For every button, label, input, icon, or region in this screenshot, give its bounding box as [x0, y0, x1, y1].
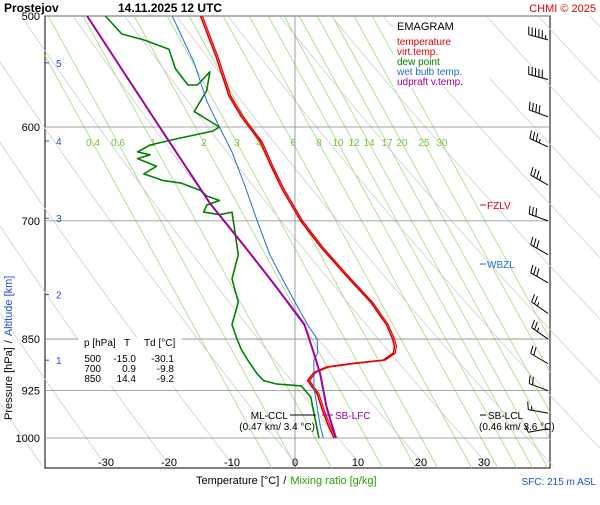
temperature-tick-label: 10: [352, 457, 364, 469]
levels-table-cell: -9.2: [157, 374, 175, 385]
mixing-ratio-tick-label: 17: [381, 138, 393, 149]
temperature-tick-label: -10: [224, 457, 240, 469]
pressure-tick-label: 1000: [16, 433, 40, 445]
temperature-tick-label: 0: [292, 457, 298, 469]
legend-item-updraft-vtemp: udpraft v.temp.: [397, 77, 463, 88]
pressure-tick-label: 925: [22, 386, 40, 398]
levels-table-header-td: Td [°C]: [144, 338, 175, 349]
sb-lcl-label: SB-LCL: [488, 411, 523, 422]
copyright-label: CHMI © 2025: [529, 3, 596, 15]
ml-ccl-detail: (0.47 km/ 3.4 °C): [239, 422, 315, 433]
pressure-tick-label: 850: [22, 334, 40, 346]
altitude-tick-label: 4: [56, 137, 62, 148]
sb-lfc-label: SB-LFC: [335, 411, 371, 422]
altitude-tick-label: 1: [56, 356, 62, 367]
mixing-ratio-tick-label: 0.4: [86, 138, 100, 149]
temperature-tick-label: -30: [98, 457, 114, 469]
levels-table-header-t: T: [124, 338, 130, 349]
mixing-ratio-tick-label: 12: [348, 138, 360, 149]
levels-table-header-p: p [hPa]: [84, 338, 116, 349]
surface-elevation-label: SFC: 215 m ASL: [522, 477, 597, 488]
pressure-tick-label: 700: [22, 216, 40, 228]
legend-title: EMAGRAM: [397, 21, 454, 33]
x-axis-title: Temperature [°C]/Mixing ratio [g/kg]: [196, 475, 377, 487]
temperature-tick-label: 30: [478, 457, 490, 469]
pressure-tick-label: 600: [22, 122, 40, 134]
station-name: Prostejov: [4, 1, 59, 15]
mixing-ratio-tick-label: 10: [332, 138, 344, 149]
y-axis-pressure-label: Pressure [hPa]: [3, 347, 15, 420]
mixing-ratio-tick-label: 20: [396, 138, 408, 149]
sounding-datetime: 14.11.2025 12 UTC: [118, 1, 222, 15]
mixing-ratio-tick-label: 3: [234, 138, 240, 149]
altitude-tick-label: 2: [56, 290, 62, 301]
y-axis-title: Pressure [hPa]/Altitude [km]: [3, 276, 15, 420]
sb-lcl-detail: (0.46 km/ 3.6 °C): [479, 422, 555, 433]
ml-ccl-label: ML-CCL: [251, 411, 289, 422]
mixing-ratio-tick-label: 30: [436, 138, 448, 149]
wbzl-label: WBZL: [487, 260, 515, 271]
y-axis-altitude-label: Altitude [km]: [3, 276, 15, 337]
wind-barb-flag: [528, 401, 529, 409]
levels-table-cell: 14.4: [117, 374, 137, 385]
temperature-tick-label: -20: [161, 457, 177, 469]
altitude-tick-label: 5: [56, 59, 62, 70]
temperature-tick-label: 20: [415, 457, 427, 469]
levels-table-cell: 850: [84, 374, 101, 385]
mixing-ratio-tick-label: 8: [316, 138, 322, 149]
altitude-tick-label: 3: [56, 214, 62, 225]
mixing-ratio-tick-label: 25: [418, 138, 430, 149]
x-axis-mixing-label: Mixing ratio [g/kg]: [290, 475, 376, 487]
mixing-ratio-tick-label: 2: [201, 138, 207, 149]
mixing-ratio-tick-label: 14: [363, 138, 375, 149]
x-axis-temperature-label: Temperature [°C]: [196, 475, 279, 487]
fzlv-label: FZLV: [487, 201, 511, 212]
